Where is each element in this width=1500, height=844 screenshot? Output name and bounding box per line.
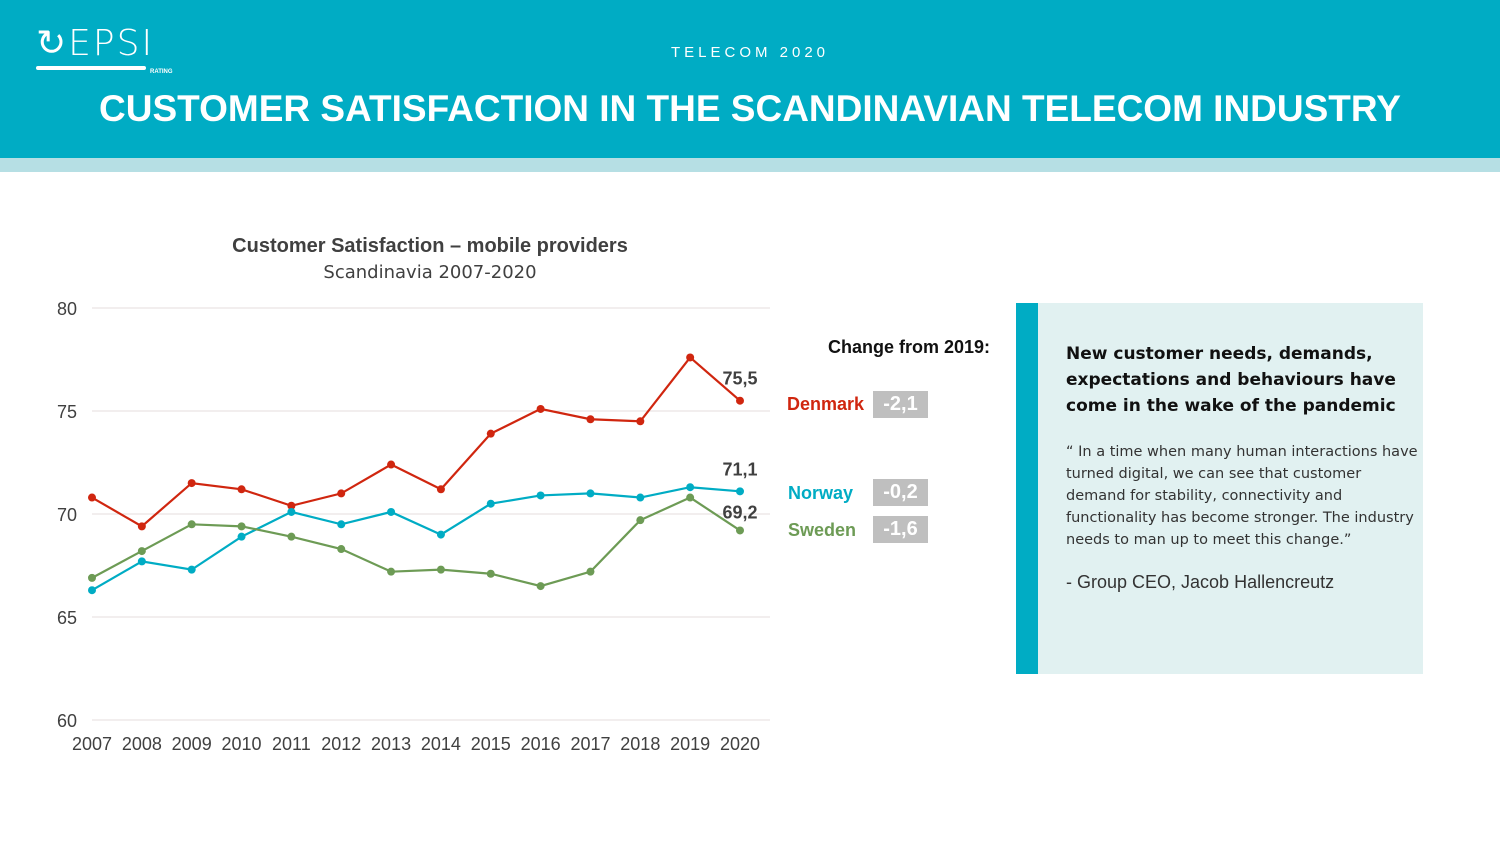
end-label-norway: 71,1 — [722, 459, 757, 479]
data-point-denmark — [237, 485, 246, 494]
x-tick-label: 2016 — [521, 734, 561, 754]
logo-underline — [36, 66, 146, 70]
data-point-norway — [536, 491, 545, 500]
data-point-norway — [736, 487, 744, 496]
end-label-sweden: 69,2 — [722, 502, 757, 522]
logo-rating: RATING — [150, 69, 173, 75]
data-point-sweden — [337, 545, 346, 554]
change-title: Change from 2019: — [828, 337, 991, 357]
data-point-denmark — [736, 396, 744, 405]
data-point-sweden — [636, 516, 645, 525]
data-point-denmark — [536, 404, 545, 413]
data-point-sweden — [736, 526, 744, 535]
data-point-norway — [486, 499, 495, 508]
data-point-denmark — [137, 522, 146, 531]
change-country-norway: Norway — [788, 483, 854, 503]
data-point-denmark — [287, 501, 296, 510]
panel-accent-bar — [1016, 303, 1038, 674]
data-point-sweden — [387, 567, 396, 576]
data-point-norway — [586, 489, 595, 498]
x-tick-label: 2013 — [371, 734, 411, 754]
data-point-denmark — [187, 479, 196, 488]
data-point-norway — [387, 507, 396, 516]
panel-heading: New customer needs, demands, expectation… — [1066, 344, 1396, 416]
data-point-sweden — [436, 565, 445, 574]
x-tick-label: 2015 — [471, 734, 511, 754]
data-point-norway — [686, 483, 695, 492]
data-point-sweden — [287, 532, 296, 541]
change-badge-denmark: -2,1 — [873, 391, 928, 418]
chart-subtitle: Scandinavia 2007-2020 — [323, 262, 537, 283]
page-title: CUSTOMER SATISFACTION IN THE SCANDINAVIA… — [99, 88, 1401, 129]
x-tick-label: 2010 — [222, 734, 262, 754]
data-point-sweden — [88, 573, 96, 582]
y-tick-label: 75 — [57, 402, 77, 422]
line-chart: 60 65 70 75 80 2007 2008 2009 2010 2011 2012 2013 20… — [57, 299, 770, 754]
y-tick-label: 70 — [57, 505, 77, 525]
logo-wordmark: ↻EPSI — [36, 23, 155, 64]
data-point-norway — [137, 557, 146, 566]
data-point-sweden — [536, 582, 545, 591]
quote-author: - Group CEO, Jacob Hallencreutz — [1066, 572, 1335, 592]
y-tick-label: 80 — [57, 299, 77, 319]
data-point-norway — [287, 507, 296, 516]
x-tick-label: 2012 — [321, 734, 361, 754]
change-country-denmark: Denmark — [787, 394, 865, 414]
header-banner — [0, 0, 1500, 158]
x-tick-label: 2019 — [670, 734, 710, 754]
y-tick-label: 60 — [57, 711, 77, 731]
y-tick-label: 65 — [57, 608, 77, 628]
x-tick-label: 2014 — [421, 734, 461, 754]
data-point-norway — [187, 565, 196, 574]
ceo-quote: “ In a time when many human interactions… — [1066, 444, 1418, 548]
x-tick-label: 2020 — [720, 734, 760, 754]
x-tick-label: 2007 — [72, 734, 112, 754]
data-point-norway — [337, 520, 346, 529]
data-point-norway — [436, 530, 445, 539]
data-point-denmark — [387, 460, 396, 469]
data-point-denmark — [88, 493, 96, 502]
chart-title: Customer Satisfaction – mobile providers — [232, 235, 628, 257]
data-point-sweden — [586, 567, 595, 576]
data-point-sweden — [137, 547, 146, 556]
end-label-denmark: 75,5 — [722, 369, 757, 389]
data-point-denmark — [486, 429, 495, 438]
x-tick-label: 2017 — [570, 734, 610, 754]
series-line-norway — [91, 486, 741, 592]
data-point-denmark — [436, 485, 445, 494]
series-line-denmark — [91, 355, 741, 528]
data-point-sweden — [686, 493, 695, 502]
data-point-sweden — [486, 569, 495, 578]
kicker: TELECOM 2020 — [670, 44, 830, 61]
change-badge-norway: -0,2 — [873, 479, 928, 506]
data-point-denmark — [686, 353, 695, 362]
quote-panel: New customer needs, demands, expectation… — [1016, 303, 1423, 674]
data-point-denmark — [636, 417, 645, 426]
data-point-denmark — [586, 415, 595, 424]
data-point-denmark — [337, 489, 346, 498]
data-point-norway — [636, 493, 645, 502]
x-tick-label: 2018 — [620, 734, 660, 754]
data-point-sweden — [187, 520, 196, 529]
series-line-sweden — [91, 496, 741, 588]
x-tick-label: 2011 — [272, 734, 311, 754]
header-stripe — [0, 158, 1500, 172]
data-point-norway — [237, 532, 246, 541]
change-country-sweden: Sweden — [788, 520, 857, 540]
data-point-norway — [88, 586, 96, 595]
change-badge-sweden: -1,6 — [873, 516, 928, 543]
data-point-sweden — [237, 522, 246, 531]
x-tick-label: 2008 — [122, 734, 162, 754]
x-tick-label: 2009 — [172, 734, 212, 754]
panel-body: New customer needs, demands, expectation… — [1066, 341, 1418, 593]
